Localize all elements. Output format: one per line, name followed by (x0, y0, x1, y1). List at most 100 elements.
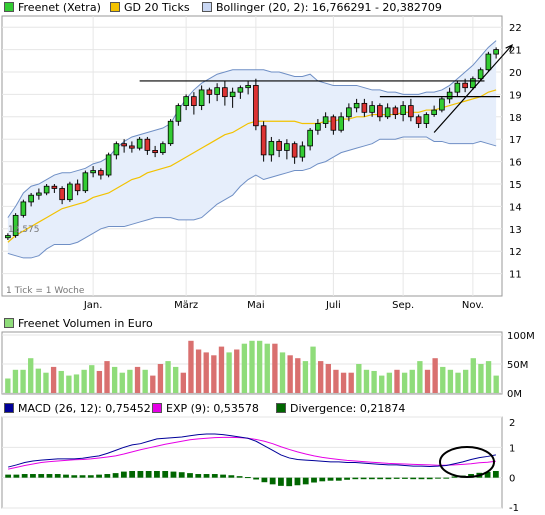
volume-bar (340, 372, 347, 393)
bollinger-upper-line (7, 40, 497, 218)
candle (183, 94, 189, 111)
candle (160, 141, 166, 155)
divergence-bar (302, 477, 309, 485)
candle (51, 184, 58, 193)
volume-bar (203, 352, 209, 393)
volume-bar (356, 364, 362, 393)
divergence-bar (377, 477, 384, 480)
candle (477, 67, 484, 81)
candle (415, 114, 422, 128)
volume-bar (12, 369, 19, 393)
candle (384, 103, 391, 120)
candle (315, 119, 321, 135)
candle (43, 184, 50, 196)
candle-body (98, 170, 104, 176)
divergence-bar (71, 475, 78, 478)
candle (229, 87, 236, 108)
candle-body (121, 143, 127, 147)
candle (12, 213, 19, 238)
volume-bar (302, 361, 309, 393)
legend-item-bollinger: Bollinger (20, 2): 16,766291 - 20,382709 (202, 1, 442, 14)
candle (346, 103, 352, 122)
green-swatch-icon (4, 2, 14, 12)
volume-bar (195, 349, 202, 393)
divergence-bar (79, 475, 86, 478)
price-y-tick: 22 (509, 23, 522, 34)
candle-body (470, 78, 476, 89)
candle-body (477, 69, 484, 80)
candle-body (377, 105, 383, 118)
divergence-bar (30, 474, 36, 478)
divergence-bar (352, 477, 359, 480)
divergence-bar (294, 477, 301, 486)
exp-line (8, 436, 496, 470)
volume-bar (348, 372, 354, 393)
legend-item-volume: Freenet Volumen in Euro (4, 317, 153, 330)
legend-item-exp: EXP (9): 0,53578 (152, 402, 259, 415)
macd-chart: -1 0 1 2 (1, 416, 519, 512)
price-y-tick: 19 (509, 90, 522, 101)
volume-y-tick: 0M (507, 389, 522, 397)
volume-bar (58, 370, 64, 393)
divergence-bar (220, 474, 226, 478)
candle-body (59, 188, 65, 201)
candle (136, 136, 143, 151)
volume-bar (89, 365, 95, 393)
macd-y-tick: 1 (509, 443, 515, 454)
divergence-bar (492, 470, 499, 478)
candle (493, 47, 499, 59)
candle (206, 87, 213, 104)
volume-bar (455, 372, 461, 393)
candle (175, 103, 182, 126)
candle (36, 188, 42, 200)
candle (214, 83, 220, 102)
volume-bar (111, 366, 118, 393)
divergence-bar (145, 470, 152, 478)
volume-bar (279, 352, 286, 393)
candle (276, 139, 282, 158)
volume-bar (447, 369, 454, 393)
candle (167, 119, 174, 146)
volume-bar (272, 343, 278, 393)
candle (485, 51, 492, 72)
volume-bar (462, 369, 469, 393)
legend-freenet-label: Freenet (Xetra) (18, 1, 101, 14)
divergence-bar (87, 475, 94, 478)
candle (423, 112, 430, 128)
volume-bar (493, 375, 499, 393)
candle-body (20, 201, 27, 216)
candle (361, 98, 368, 117)
divergence-bar (360, 477, 367, 480)
divergence-bar (261, 477, 268, 483)
volume-bar (35, 368, 42, 393)
volume-bar (73, 374, 80, 393)
divergence-bar (236, 476, 243, 478)
divergence-bar (385, 477, 392, 480)
legend-item-divergence: Divergence: 0,21874 (276, 402, 405, 415)
volume-bar (325, 364, 331, 393)
divergence-bar (13, 474, 20, 478)
volume-bar (142, 369, 148, 393)
volume-bar (234, 349, 240, 393)
divergence-bar (129, 470, 136, 478)
candle (268, 136, 275, 162)
divergence-bar (410, 477, 417, 480)
legend-macd-label: MACD (26, 12): 0,75452 (18, 402, 151, 415)
candle-body (299, 145, 306, 158)
candle-body (105, 154, 112, 176)
candle-body (206, 89, 213, 95)
volume-bar (386, 372, 393, 393)
candle (284, 139, 290, 160)
volume-bar (43, 372, 49, 393)
sma-line (7, 89, 497, 243)
candle-body (307, 129, 313, 147)
volume-bar (180, 372, 186, 393)
candle (198, 85, 205, 111)
candle (59, 186, 65, 205)
divergence-bar (344, 477, 350, 480)
candle-body (113, 143, 120, 156)
volume-bar (150, 375, 156, 393)
volume-bar (165, 361, 171, 393)
candle (5, 233, 11, 240)
candle-body (167, 120, 174, 145)
